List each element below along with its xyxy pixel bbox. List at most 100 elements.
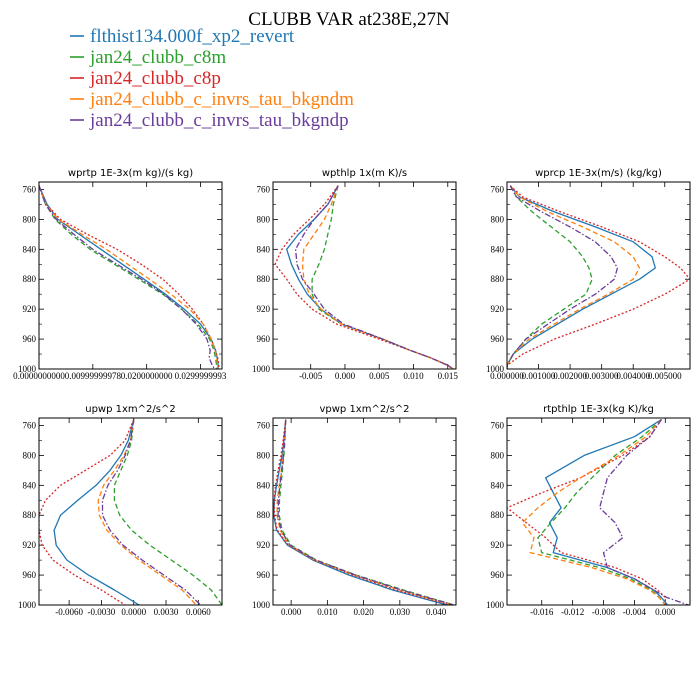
y-tick-label: 800 [257,214,271,224]
panel-frame [272,181,457,370]
y-tick-label: 840 [257,244,271,254]
x-tick-label: 0.020 [353,607,374,617]
y-tick-label: 920 [257,304,271,314]
legend-item: jan24_clubb_c8m [70,47,226,68]
legend-label: flthist134.000f_xp2_revert [90,26,295,47]
series-line [101,419,201,605]
x-tick-label: -0.008 [592,607,616,617]
y-tick-label: 800 [23,450,37,460]
panel-frame [506,181,691,370]
y-tick-label: 760 [491,420,505,430]
x-tick-label: 0.030 [390,607,411,617]
panel-title: vpwp 1xm^2/s^2 [319,404,409,415]
series-line [507,419,666,605]
y-tick-label: 840 [23,244,37,254]
series-line [39,185,220,369]
x-tick-label: -0.004 [623,607,647,617]
series-line [113,419,222,605]
panel-title: wprcp 1E-3x(m/s) (kg/kg) [535,168,662,179]
y-tick-label: 800 [257,450,271,460]
x-tick-label: 0.0000 [121,607,146,617]
series-line [53,419,140,605]
series-line [311,185,454,369]
y-tick-label: 1000 [18,600,37,610]
series-line [97,419,197,605]
panel-1: wprtp 1E-3x(m kg)/(s kg) 760 800 840 880 920 9… [13,168,227,381]
y-tick-label: 920 [491,540,505,550]
series-line [273,419,451,605]
y-tick-label: 960 [257,334,271,344]
series-line [521,419,666,605]
y-tick-label: 920 [257,540,271,550]
y-tick-label: 840 [23,480,37,490]
series-line [599,419,689,605]
panel-frame [272,417,457,606]
series-line [507,185,619,369]
panel-4: upwp 1xm^2/s^2 760 800 840 880 920 960 1000 -0.0… [18,404,223,617]
y-tick-label: 1000 [486,364,505,374]
series-line [39,185,219,369]
x-tick-label: -0.005 [299,371,323,381]
x-tick-label: 0.000000 [490,371,524,381]
y-tick-label: 760 [257,420,271,430]
legend-label: jan24_clubb_c_invrs_tau_bkgndp [89,110,349,131]
x-tick-label: 0.010 [403,371,424,381]
series-group [39,185,220,369]
x-tick-label: 0.005 [369,371,390,381]
x-tick-label: 0.0060 [186,607,211,617]
y-tick-label: 920 [491,304,505,314]
y-tick-label: 760 [23,420,37,430]
x-tick-label: 0.00999999978 [65,371,122,381]
legend-item: jan24_clubb_c_invrs_tau_bkgndp [70,110,349,131]
y-tick-label: 960 [23,570,37,580]
panel-frame [506,417,691,606]
panel-frame [38,417,223,606]
panels: wprtp 1E-3x(m kg)/(s kg) 760 800 840 880 920 9… [13,168,691,617]
series-line [507,185,656,369]
y-tick-label: 880 [491,510,505,520]
series-line [273,419,448,605]
y-tick-label: 880 [257,510,271,520]
y-tick-label: 1000 [486,600,505,610]
x-tick-label: 0.004000 [616,371,650,381]
x-tick-label: 0.0030 [154,607,179,617]
x-tick-label: 0.015 [438,371,459,381]
panel-frame [38,181,223,370]
y-tick-label: 840 [257,480,271,490]
panel-6: rtpthlp 1E-3x(kg K)/kg 760 800 840 880 920 960… [486,404,691,617]
y-tick-label: 960 [257,570,271,580]
legend-item: jan24_clubb_c8p [70,68,221,89]
y-tick-label: 920 [23,304,37,314]
series-group [507,418,689,605]
x-tick-label: -0.012 [561,607,584,617]
series-line [277,419,454,605]
series-line [301,185,454,369]
series-group [274,185,454,369]
series-line [39,185,218,369]
x-tick-label: 0.0200000000 [121,371,173,381]
x-tick-label: 0.0299999993 [175,371,227,381]
x-tick-label: 0.003000 [585,371,619,381]
panel-5: vpwp 1xm^2/s^2 760 800 840 880 920 960 1000 0.00… [252,404,457,617]
panel-title: rtpthlp 1E-3x(kg K)/kg [543,404,654,415]
x-tick-label: 0.040 [426,607,447,617]
legend-label: jan24_clubb_c8m [89,47,226,68]
y-tick-label: 800 [491,214,505,224]
series-line [507,185,593,369]
x-tick-label: 0.0000000000 [13,371,65,381]
panel-title: wpthlp 1x(m K)/s [322,168,407,179]
x-tick-label: 0.000 [335,371,356,381]
x-tick-label: -0.0060 [55,607,83,617]
y-tick-label: 1000 [18,364,37,374]
series-group [507,185,690,369]
series-line [278,419,455,605]
legend-item: flthist134.000f_xp2_revert [70,26,295,47]
legend-label: jan24_clubb_c8p [89,68,221,89]
series-group [273,419,455,605]
figure-title: CLUBB VAR at238E,27N [248,9,450,30]
y-tick-label: 800 [23,214,37,224]
y-tick-label: 840 [491,244,505,254]
x-tick-label: -0.0030 [88,607,116,617]
x-tick-label: -0.016 [530,607,554,617]
